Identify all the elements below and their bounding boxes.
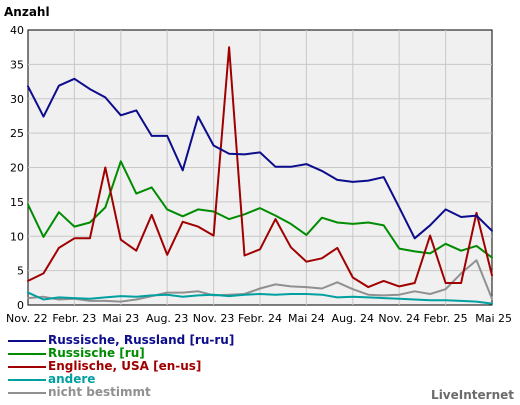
source-credit: LiveInternet	[431, 388, 514, 402]
series-line-3	[27, 291, 493, 305]
legend-label: Russische, Russland [ru-ru]	[48, 333, 235, 347]
y-axis-ticks: 0 5 10 15 20 25 30 35 40	[10, 24, 24, 312]
legend-label: andere	[48, 372, 96, 386]
x-tick-label: Nov. 22	[6, 312, 48, 325]
y-tick-label: 30	[10, 93, 24, 106]
series-lines	[27, 46, 493, 305]
y-axis-title: Anzahl	[4, 5, 50, 19]
grid-lines	[28, 30, 492, 305]
x-tick-label: Aug. 24	[332, 312, 374, 325]
legend-label: Englische, USA [en-us]	[48, 359, 202, 373]
y-tick-label: 10	[10, 230, 24, 243]
series-line-2	[27, 46, 493, 289]
x-tick-label: Nov. 24	[378, 312, 420, 325]
y-tick-label: 5	[17, 265, 24, 278]
x-axis-ticks: Nov. 22 Febr. 23 Mai 23 Aug. 23 Nov. 23 Febr.…	[6, 312, 512, 325]
series-line-1	[27, 160, 493, 259]
y-tick-label: 20	[10, 162, 24, 175]
x-tick-label: Nov. 23	[193, 312, 235, 325]
series-line-4	[27, 259, 493, 303]
legend-swatch	[8, 353, 46, 355]
series-line-0	[27, 77, 493, 240]
legend-label: nicht bestimmt	[48, 385, 151, 399]
legend-swatch	[8, 379, 46, 381]
legend-swatch	[8, 366, 46, 368]
legend-swatch	[8, 340, 46, 342]
legend-label: Russische [ru]	[48, 346, 145, 360]
y-tick-label: 25	[10, 127, 24, 140]
legend-swatch	[8, 392, 46, 394]
y-tick-label: 15	[10, 196, 24, 209]
x-tick-label: Febr. 24	[238, 312, 282, 325]
y-tick-label: 40	[10, 24, 24, 37]
x-tick-label: Mai 23	[102, 312, 139, 325]
y-tick-label: 0	[17, 299, 24, 312]
x-tick-label: Febr. 23	[52, 312, 96, 325]
x-tick-label: Aug. 23	[146, 312, 188, 325]
x-tick-label: Mai 24	[288, 312, 325, 325]
x-tick-label: Mai 25	[475, 312, 512, 325]
line-chart: Anzahl 0 5 10 15 20 25 30 35 40 Nov. 22 Febr. 23 M…	[4, 5, 512, 325]
y-tick-label: 35	[10, 58, 24, 71]
x-tick-label: Febr. 25	[424, 312, 468, 325]
